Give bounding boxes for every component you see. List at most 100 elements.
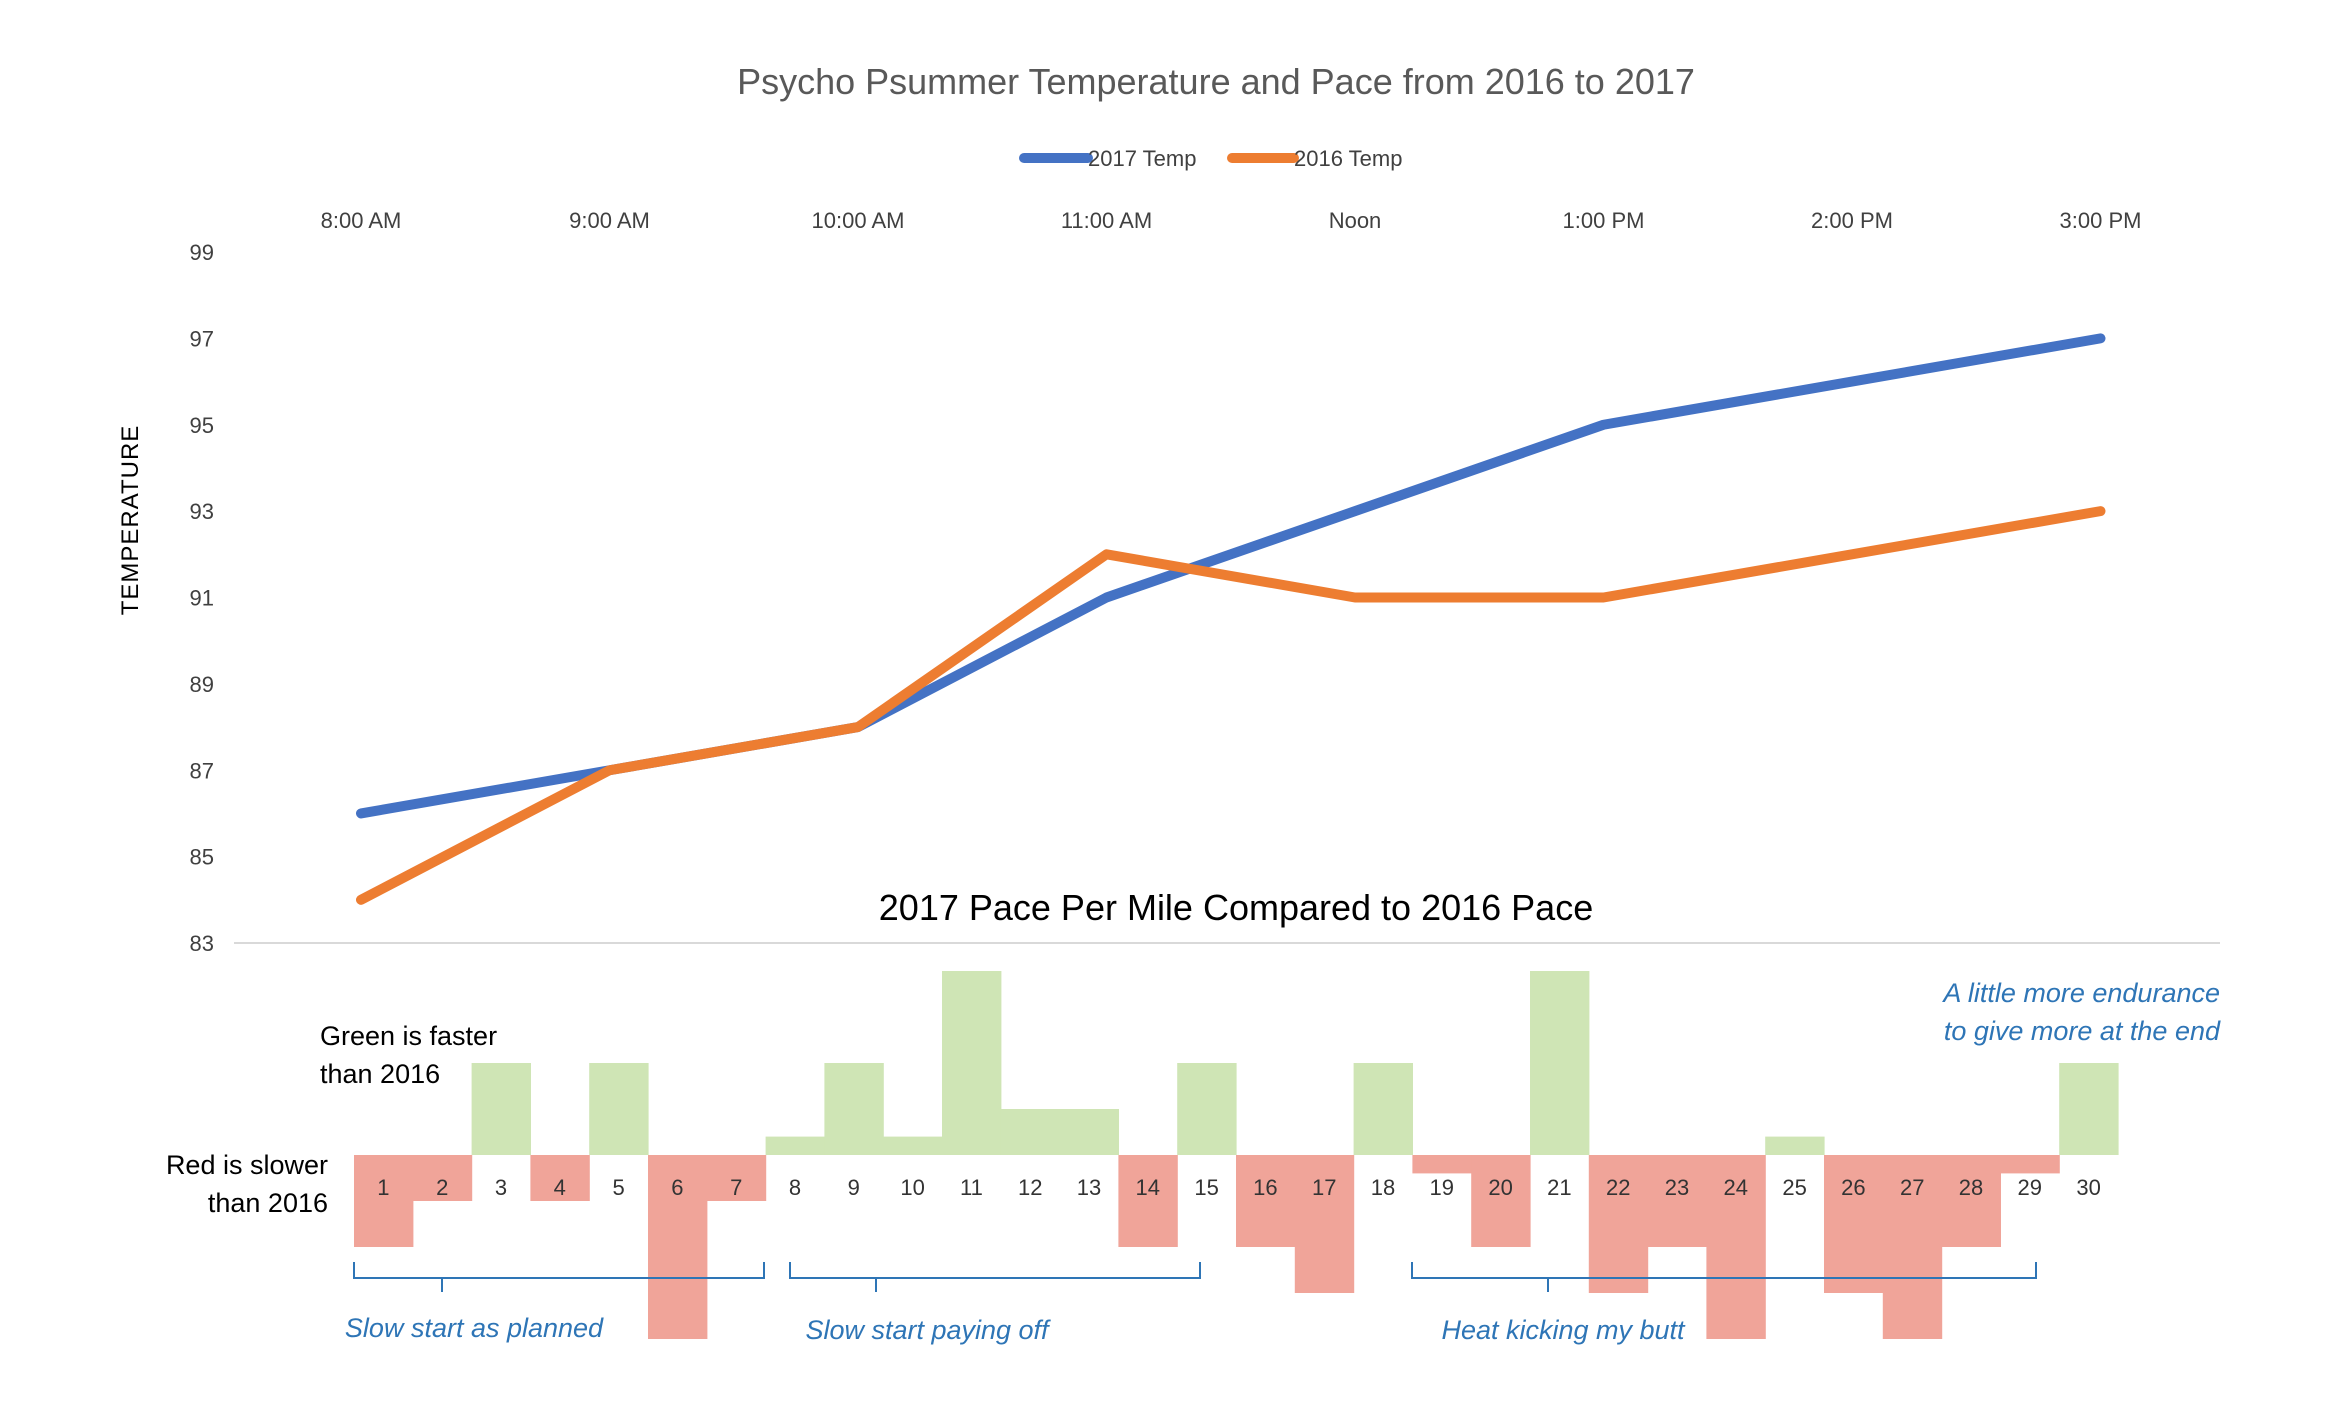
x-axis-ticks: 8:00 AM 9:00 AM 10:00 AM 11:00 AM Noon 1:00 P… bbox=[321, 208, 2142, 233]
y-tick-label: 91 bbox=[190, 586, 214, 611]
x-tick-label: Noon bbox=[1329, 208, 1382, 233]
y-tick-label: 89 bbox=[190, 672, 214, 697]
pace-bar-mile-24 bbox=[1706, 1155, 1766, 1339]
mile-label: 16 bbox=[1253, 1175, 1277, 1200]
pace-bar-mile-14 bbox=[1118, 1155, 1178, 1247]
mile-label: 1 bbox=[377, 1175, 389, 1200]
mile-label: 18 bbox=[1371, 1175, 1395, 1200]
x-tick-label: 2:00 PM bbox=[1811, 208, 1893, 233]
pace-bar-mile-27 bbox=[1882, 1155, 1943, 1339]
annotation-heat: Heat kicking my butt bbox=[1441, 1315, 1686, 1345]
pace-bar-mile-22 bbox=[1588, 1155, 1649, 1293]
pace-bar-mile-12 bbox=[1000, 1109, 1061, 1155]
pace-bar-mile-18 bbox=[1353, 1063, 1413, 1155]
mile-label: 17 bbox=[1312, 1175, 1336, 1200]
y-tick-label: 85 bbox=[190, 845, 214, 870]
mile-label: 24 bbox=[1724, 1175, 1748, 1200]
x-tick-label: 1:00 PM bbox=[1563, 208, 1645, 233]
pace-bar-mile-10 bbox=[883, 1136, 943, 1155]
mile-label: 20 bbox=[1488, 1175, 1512, 1200]
annotations: Slow start as planned Slow start paying … bbox=[345, 978, 2221, 1345]
pace-bar-mile-23 bbox=[1647, 1155, 1707, 1247]
mile-label: 23 bbox=[1665, 1175, 1689, 1200]
pace-bar-mile-6 bbox=[648, 1155, 708, 1339]
green-note-line1: Green is faster bbox=[320, 1021, 497, 1051]
mile-label: 29 bbox=[2018, 1175, 2042, 1200]
color-key-notes: Green is faster than 2016 Red is slower … bbox=[166, 1021, 497, 1218]
pace-bar-mile-13 bbox=[1059, 1109, 1119, 1155]
annotation-paying-off: Slow start paying off bbox=[805, 1315, 1051, 1345]
y-axis-label: TEMPERATURE bbox=[117, 425, 144, 616]
mile-label: 25 bbox=[1782, 1175, 1806, 1200]
legend-label-2016: 2016 Temp bbox=[1294, 146, 1402, 171]
mile-label: 7 bbox=[730, 1175, 742, 1200]
mile-label: 13 bbox=[1077, 1175, 1101, 1200]
pace-bar-mile-8 bbox=[765, 1136, 825, 1155]
mile-label: 22 bbox=[1606, 1175, 1630, 1200]
mile-label: 11 bbox=[960, 1175, 983, 1200]
mile-label: 8 bbox=[789, 1175, 801, 1200]
mile-label: 27 bbox=[1900, 1175, 1924, 1200]
brace-heat bbox=[1411, 1262, 2037, 1292]
green-note-line2: than 2016 bbox=[320, 1059, 440, 1089]
mile-label: 15 bbox=[1194, 1175, 1218, 1200]
y-tick-label: 93 bbox=[190, 499, 214, 524]
pace-bar-mile-9 bbox=[824, 1063, 884, 1155]
x-tick-label: 3:00 PM bbox=[2060, 208, 2142, 233]
pace-bar-mile-30 bbox=[2059, 1063, 2119, 1155]
pace-bar-mile-2 bbox=[412, 1155, 473, 1201]
chart-title: Psycho Psummer Temperature and Pace from… bbox=[737, 61, 1695, 102]
y-tick-label: 83 bbox=[190, 931, 214, 956]
mile-label: 14 bbox=[1136, 1175, 1160, 1200]
legend: 2017 Temp 2016 Temp bbox=[1019, 146, 1402, 171]
annotation-endurance-line2: to give more at the end bbox=[1944, 1016, 2221, 1046]
annotation-slow-start: Slow start as planned bbox=[345, 1313, 604, 1343]
pace-bar-mile-4 bbox=[530, 1155, 590, 1201]
mile-label: 19 bbox=[1430, 1175, 1454, 1200]
pace-bar-mile-7 bbox=[706, 1155, 767, 1201]
pace-bar-mile-1 bbox=[354, 1155, 414, 1247]
mile-label: 2 bbox=[436, 1175, 448, 1200]
y-tick-label: 97 bbox=[190, 326, 214, 351]
mile-label: 6 bbox=[671, 1175, 683, 1200]
mile-label: 12 bbox=[1018, 1175, 1042, 1200]
pace-bar-mile-21 bbox=[1530, 971, 1590, 1155]
mile-label: 26 bbox=[1841, 1175, 1865, 1200]
pace-chart-title: 2017 Pace Per Mile Compared to 2016 Pace bbox=[879, 887, 1593, 928]
mile-label: 10 bbox=[900, 1175, 924, 1200]
pace-bar-mile-19 bbox=[1412, 1155, 1472, 1174]
mile-label: 30 bbox=[2076, 1175, 2100, 1200]
line-series-2016-temp bbox=[356, 506, 2106, 905]
red-note-line2: than 2016 bbox=[208, 1188, 328, 1218]
pace-bars bbox=[354, 971, 2119, 1339]
mile-label: 4 bbox=[554, 1175, 566, 1200]
x-tick-label: 8:00 AM bbox=[321, 208, 402, 233]
x-tick-label: 9:00 AM bbox=[569, 208, 650, 233]
pace-bar-mile-25 bbox=[1765, 1136, 1825, 1155]
mile-label: 9 bbox=[848, 1175, 860, 1200]
pace-bar-mile-20 bbox=[1471, 1155, 1531, 1247]
mile-label: 28 bbox=[1959, 1175, 1983, 1200]
pace-bar-mile-26 bbox=[1824, 1155, 1884, 1293]
pace-bar-mile-5 bbox=[589, 1063, 649, 1155]
brace-slow-start bbox=[353, 1262, 765, 1292]
mile-labels: 1 2 3 4 5 6 7 8 9 10 11 12 13 14 15 16 17 18 19 20 21 22 23 24 2… bbox=[377, 1175, 2101, 1200]
legend-label-2017: 2017 Temp bbox=[1088, 146, 1196, 171]
pace-bar-mile-16 bbox=[1236, 1155, 1296, 1247]
pace-bar-mile-11 bbox=[942, 971, 1002, 1155]
y-tick-label: 99 bbox=[190, 240, 214, 265]
y-axis-ticks: 83 85 87 89 91 93 95 97 99 bbox=[190, 240, 214, 956]
pace-bar-mile-3 bbox=[471, 1063, 531, 1155]
line-series bbox=[356, 333, 2106, 905]
annotation-braces bbox=[353, 1262, 2037, 1292]
mile-label: 3 bbox=[495, 1175, 507, 1200]
pace-bar-mile-28 bbox=[1941, 1155, 2001, 1247]
pace-bar-mile-17 bbox=[1294, 1155, 1355, 1293]
pace-bar-mile-15 bbox=[1177, 1063, 1237, 1155]
mile-label: 5 bbox=[612, 1175, 624, 1200]
x-tick-label: 10:00 AM bbox=[812, 208, 905, 233]
y-tick-label: 95 bbox=[190, 413, 214, 438]
y-tick-label: 87 bbox=[190, 758, 214, 783]
